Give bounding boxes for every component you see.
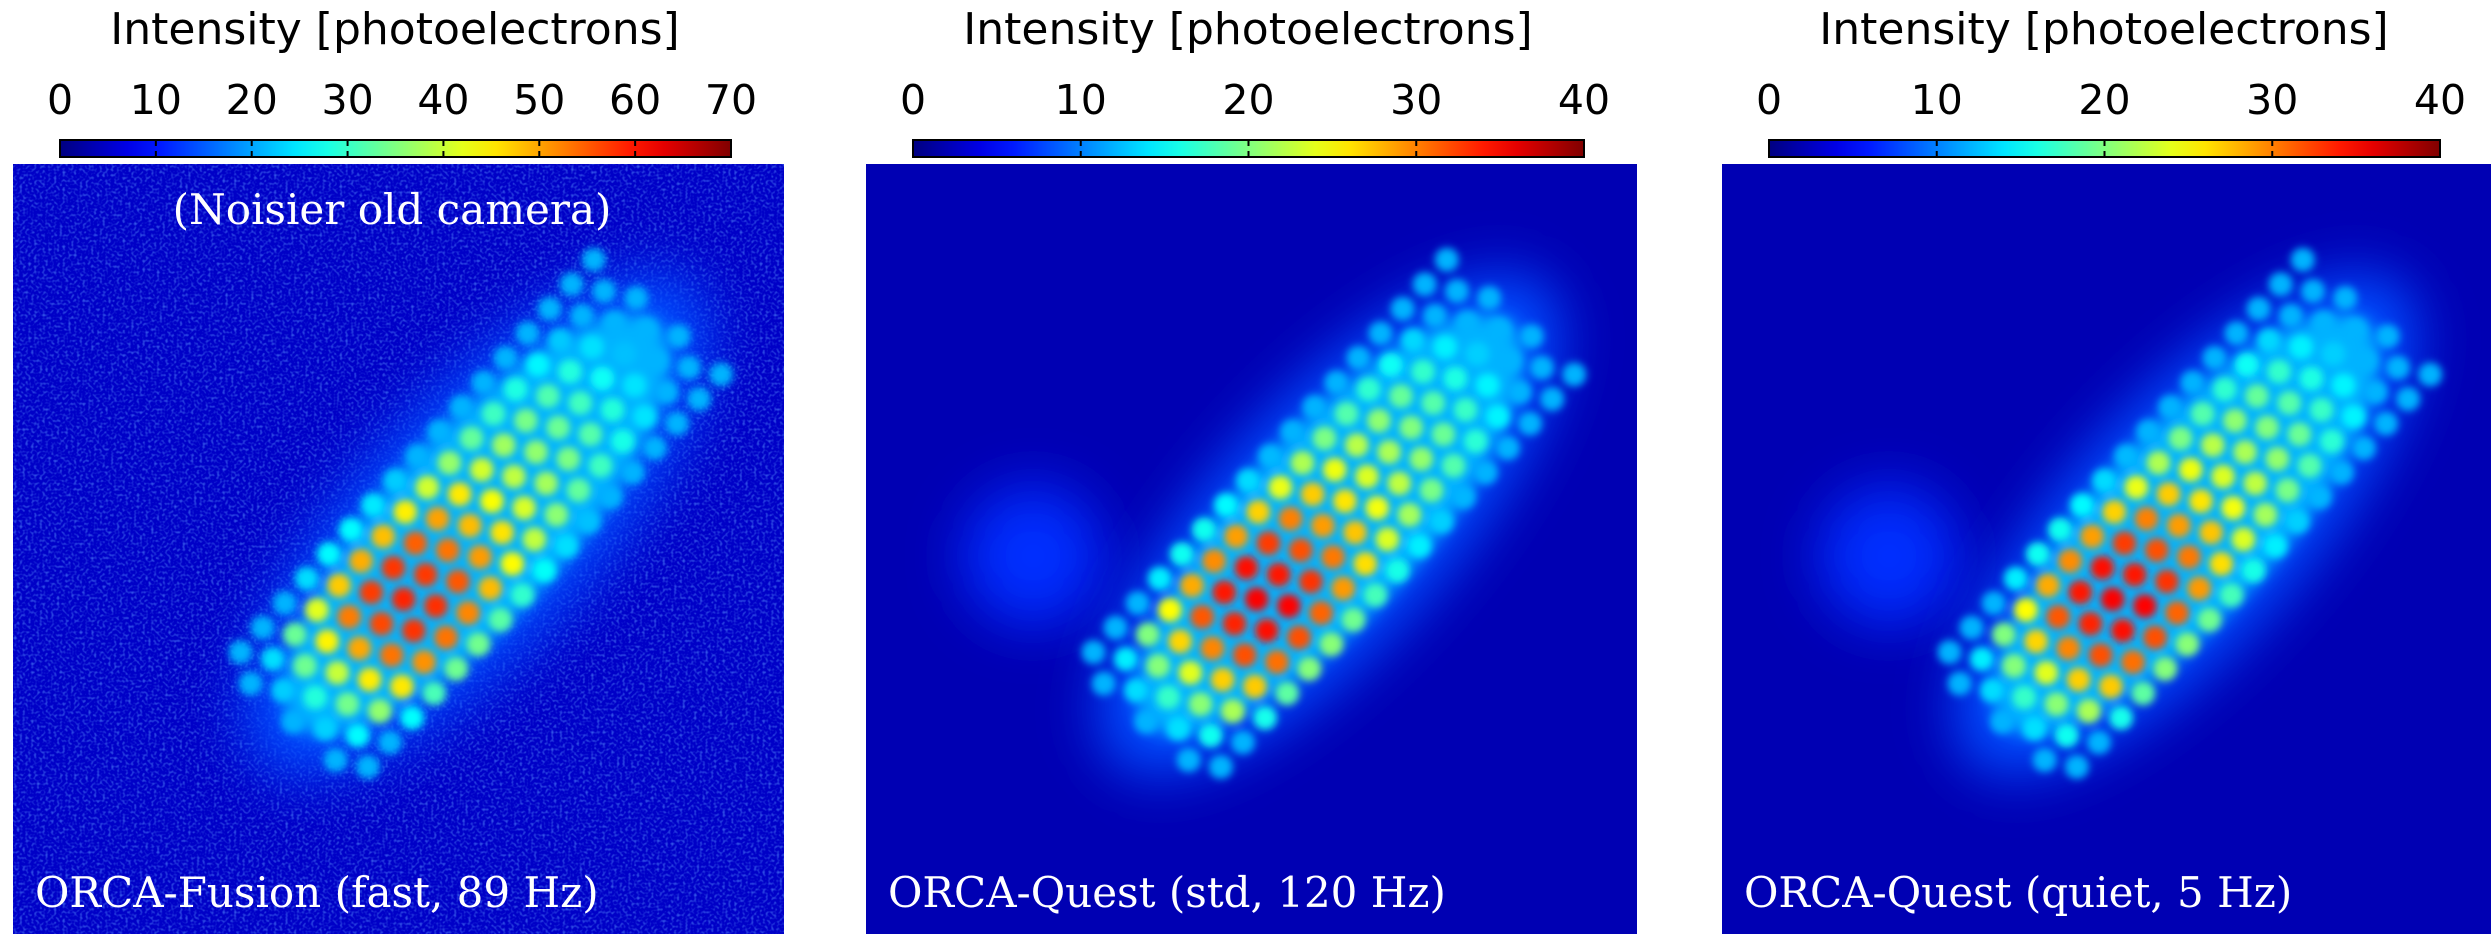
tick-label: 10 [1055,76,1107,124]
ghost-spot [963,486,1103,626]
tick-label: 30 [2246,76,2298,124]
tick-label: 10 [1911,76,1963,124]
caption: ORCA-Quest (std, 120 Hz) [888,868,1446,917]
camera-image [866,164,1637,934]
annotation: (Noisier old camera) [173,185,612,234]
tick-label: 70 [705,76,757,124]
tick-label: 50 [513,76,565,124]
tick-label: 0 [900,76,926,124]
camera-image [13,164,784,934]
tick-label: 10 [130,76,182,124]
panel: Intensity [photoelectrons] 0 10 20 30 40 ORCA-… [866,4,1637,934]
colorbar-label: Intensity [photoelectrons] [963,4,1532,55]
colorbar-label: Intensity [photoelectrons] [1819,4,2388,55]
tick-label: 40 [2414,76,2466,124]
page: {"chart_data": [ {"type": "image", "colo… [0,0,2491,934]
tick-label: 0 [1756,76,1782,124]
ghost-spot [1819,486,1959,626]
tick-label: 30 [321,76,373,124]
panel: Intensity [photoelectrons] 0 10 20 30 40 50 60 7… [13,4,784,934]
panel: Intensity [photoelectrons] 0 10 20 30 40 ORCA-… [1722,4,2491,934]
tick-label: 40 [417,76,469,124]
colorbar [60,140,731,157]
tick-label: 20 [2078,76,2130,124]
colorbar-label: Intensity [photoelectrons] [110,4,679,55]
figure: Intensity [photoelectrons] 0 10 20 30 40 50 60 7… [0,0,2491,934]
tick-label: 30 [1390,76,1442,124]
tick-label: 60 [609,76,661,124]
tick-label: 20 [226,76,278,124]
tick-label: 40 [1558,76,1610,124]
camera-image [1722,164,2491,934]
tick-label: 20 [1222,76,1274,124]
caption: ORCA-Quest (quiet, 5 Hz) [1744,868,2292,917]
caption: ORCA-Fusion (fast, 89 Hz) [35,868,599,917]
tick-label: 0 [47,76,73,124]
